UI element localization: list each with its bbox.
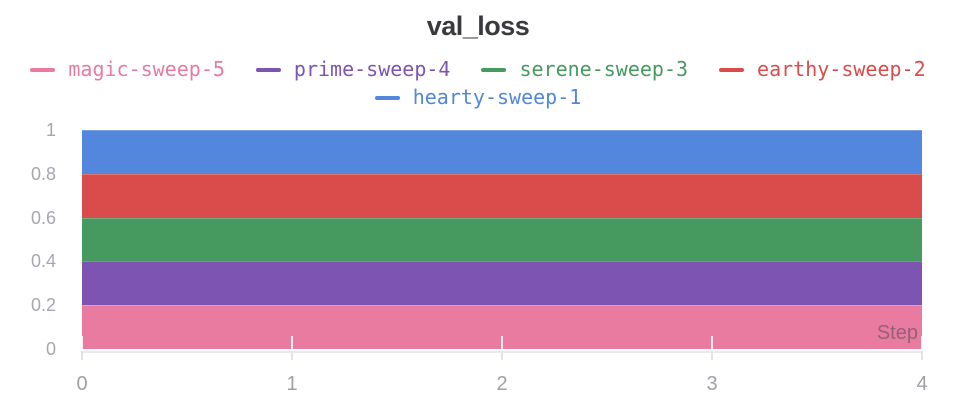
plot-area[interactable] [82,130,922,349]
legend-item-earthy-sweep-2[interactable]: earthy-sweep-2 [719,57,926,82]
x-tick-label-3: 3 [706,373,718,395]
legend-row-2: hearty-sweep-1 [374,85,582,110]
chart-legend: magic-sweep-5 prime-sweep-4 serene-sweep-3… [0,57,956,110]
x-axis-label: Step [876,322,918,344]
x-tick-mark-lower-0 [81,351,83,360]
legend-label: serene-sweep-3 [519,57,689,81]
legend-label: hearty-sweep-1 [412,85,582,109]
x-tick-mark-upper-3 [711,336,713,349]
x-tick-mark-lower-3 [711,351,713,360]
legend-label: prime-sweep-4 [293,57,451,81]
legend-item-hearty-sweep-1[interactable]: hearty-sweep-1 [374,85,582,110]
y-tick-label-0.8: 0.8 [30,163,56,184]
legend-item-serene-sweep-3[interactable]: serene-sweep-3 [481,57,688,82]
legend-row-1: magic-sweep-5 prime-sweep-4 serene-sweep-3… [30,57,926,82]
legend-item-prime-sweep-4[interactable]: prime-sweep-4 [255,57,451,82]
x-tick-mark-lower-1 [291,351,293,360]
legend-dash-icon [719,67,745,72]
legend-label: magic-sweep-5 [68,57,225,81]
y-tick-label-0.6: 0.6 [30,207,56,228]
x-tick-label-1: 1 [286,373,298,395]
legend-dash-icon [374,95,400,100]
y-tick-label-1: 1 [45,120,56,140]
chart-title: val_loss [426,11,530,41]
legend-label: earthy-sweep-2 [757,57,926,81]
legend-dash-icon [255,67,281,72]
x-tick-mark-upper-4 [921,336,923,349]
x-tick-label-2: 2 [496,373,508,395]
y-tick-label-0.4: 0.4 [30,251,56,272]
y-tick-label-0.2: 0.2 [30,295,56,316]
x-tick-label-4: 4 [916,373,928,395]
x-tick-mark-upper-0 [81,336,83,349]
x-tick-mark-upper-2 [501,336,503,349]
legend-dash-icon [30,67,56,72]
y-tick-label-0: 0 [45,339,56,359]
legend-item-magic-sweep-5[interactable]: magic-sweep-5 [30,57,225,82]
x-tick-mark-upper-1 [291,336,293,349]
x-tick-label-0: 0 [76,373,88,395]
legend-dash-icon [481,67,507,72]
x-tick-mark-lower-2 [501,351,503,360]
x-tick-mark-lower-4 [921,351,923,360]
